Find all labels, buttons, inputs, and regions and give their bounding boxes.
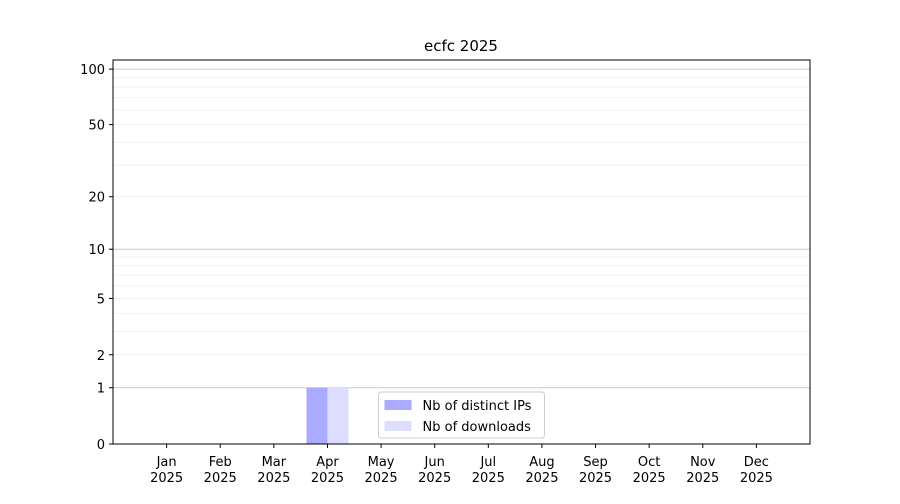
x-tick-label: Jun 2025	[418, 455, 451, 486]
y-tick-label: 100	[80, 63, 105, 78]
x-tick-label: Nov 2025	[686, 455, 719, 486]
y-tick-label: 0	[97, 438, 105, 453]
x-tick-label: Oct 2025	[633, 455, 666, 486]
y-tick-label: 50	[88, 119, 105, 134]
legend-swatch	[384, 400, 412, 410]
x-tick-label: Jul 2025	[472, 455, 505, 486]
legend: Nb of distinct IPs Nb of downloads	[378, 391, 545, 439]
y-tick-label: 20	[88, 191, 105, 206]
bar	[327, 387, 349, 444]
legend-label: Nb of downloads	[423, 420, 532, 435]
x-tick-label: Dec 2025	[740, 455, 773, 486]
x-tick-label: Aug 2025	[525, 455, 558, 486]
bar	[306, 387, 328, 444]
chart-title: ecfc 2025	[424, 37, 498, 55]
x-tick-label: Mar 2025	[257, 455, 290, 486]
x-tick-label: May 2025	[365, 455, 398, 486]
y-tick-label: 5	[97, 292, 105, 307]
x-tick-label: Sep 2025	[579, 455, 612, 486]
y-tick-label: 1	[97, 382, 105, 397]
plot-frame	[112, 59, 811, 445]
x-tick-label: Feb 2025	[204, 455, 237, 486]
legend-box	[378, 391, 545, 439]
legend-label: Nb of distinct IPs	[423, 399, 532, 414]
x-tick-label: Apr 2025	[311, 455, 344, 486]
y-tick-label: 2	[97, 349, 105, 364]
legend-swatch	[384, 421, 412, 431]
x-tick-label: Jan 2025	[150, 455, 183, 486]
y-tick-label: 10	[88, 243, 105, 258]
